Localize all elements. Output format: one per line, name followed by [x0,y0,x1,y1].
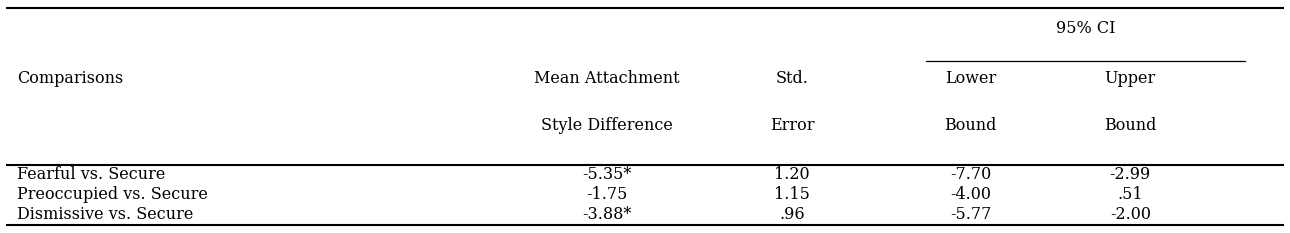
Text: Lower: Lower [946,70,996,87]
Text: Style Difference: Style Difference [541,116,672,134]
Text: Comparisons: Comparisons [17,70,123,87]
Text: 1.15: 1.15 [774,186,810,203]
Text: Error: Error [770,116,814,134]
Text: Upper: Upper [1104,70,1156,87]
Text: Preoccupied vs. Secure: Preoccupied vs. Secure [17,186,208,203]
Text: -7.70: -7.70 [949,166,991,183]
Text: Std.: Std. [775,70,809,87]
Text: -3.88*: -3.88* [582,206,631,223]
Text: .96: .96 [779,206,805,223]
Text: -1.75: -1.75 [586,186,627,203]
Text: .51: .51 [1117,186,1143,203]
Text: Dismissive vs. Secure: Dismissive vs. Secure [17,206,194,223]
Text: -2.99: -2.99 [1109,166,1151,183]
Text: -4.00: -4.00 [951,186,991,203]
Text: Bound: Bound [1104,116,1157,134]
Text: Bound: Bound [944,116,997,134]
Text: -5.35*: -5.35* [582,166,631,183]
Text: Mean Attachment: Mean Attachment [534,70,680,87]
Text: 95% CI: 95% CI [1055,20,1116,37]
Text: Fearful vs. Secure: Fearful vs. Secure [17,166,165,183]
Text: -2.00: -2.00 [1109,206,1151,223]
Text: -5.77: -5.77 [949,206,991,223]
Text: 1.20: 1.20 [774,166,810,183]
